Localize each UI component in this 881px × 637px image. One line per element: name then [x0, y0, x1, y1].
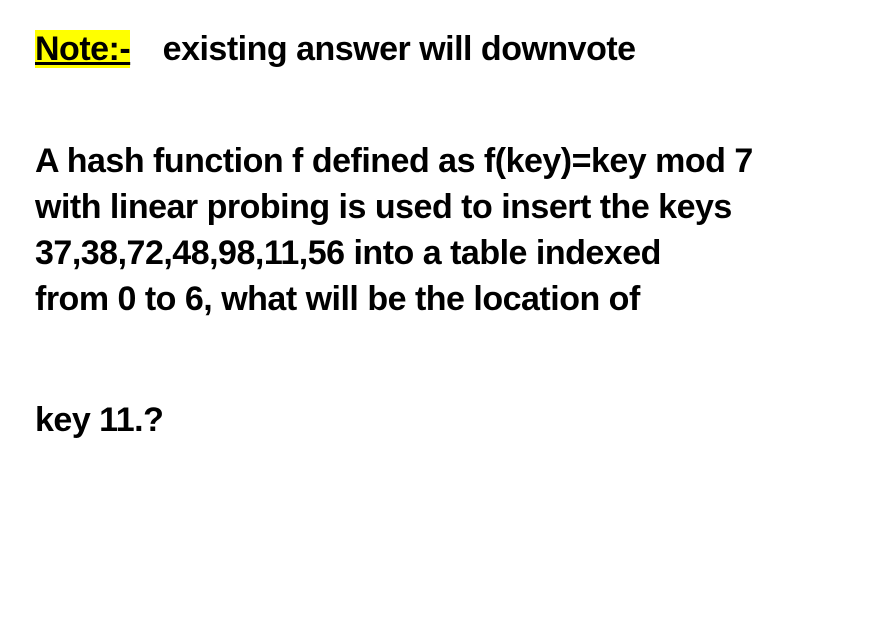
question-line-3: 37,38,72,48,98,11,56 into a table indexe… [35, 231, 846, 277]
note-text: existing answer will downvote [163, 30, 636, 68]
question-line-2: with linear probing is used to insert th… [35, 185, 846, 231]
question-block: A hash function f defined as f(key)=key … [35, 139, 846, 323]
note-line: Note:- existing answer will downvote [35, 30, 846, 69]
question-line-1: A hash function f defined as f(key)=key … [35, 139, 846, 185]
key-question: key 11.? [35, 398, 846, 444]
question-line-4: from 0 to 6, what will be the location o… [35, 277, 846, 323]
note-label: Note:- [35, 30, 130, 68]
